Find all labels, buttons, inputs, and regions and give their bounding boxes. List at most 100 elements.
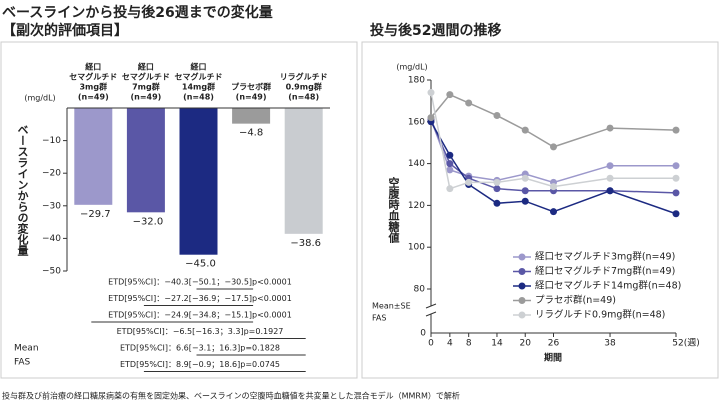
point: [521, 197, 529, 205]
footnote: 投与群及び前治療の経口糖尿病薬の有無を固定効果、ベースラインの空腹時血糖値を共変…: [2, 391, 460, 401]
x-tick-label: 38: [604, 339, 616, 349]
point: [427, 114, 435, 122]
series-line: [430, 119, 677, 194]
bar: [284, 108, 323, 234]
point: [521, 174, 529, 182]
value-label: −29.7: [80, 209, 111, 220]
point: [446, 166, 454, 174]
point: [606, 124, 614, 132]
legend-marker: [518, 311, 526, 319]
category-label: リラグルチド: [280, 72, 328, 82]
legend-label: プラセボ群(n=49): [535, 294, 616, 306]
legend-label: 経口セマグルチド3mg群(n=49): [535, 251, 675, 263]
x-tick-label: 0: [428, 339, 434, 349]
point: [606, 174, 614, 182]
point: [446, 151, 454, 159]
category-label: 経口: [85, 62, 101, 72]
category-label: (n=48): [288, 93, 319, 102]
y-tick-label: 80: [414, 285, 426, 295]
category-label: (n=49): [236, 93, 267, 102]
y-tick-label: −10: [42, 136, 61, 146]
point: [446, 185, 454, 193]
x-tick-label: 52(週): [672, 338, 699, 349]
y-tick-label: −30: [42, 201, 61, 211]
value-label: −45.0: [185, 259, 216, 270]
category-label: 7mg群: [132, 82, 160, 92]
x-tick-label: 20: [520, 339, 532, 349]
axis-break: [425, 303, 437, 317]
y-tick-label: 160: [408, 117, 425, 127]
point: [606, 187, 614, 195]
point: [427, 89, 435, 97]
note: Mean±SE: [372, 302, 411, 311]
point: [446, 91, 454, 99]
y-tick-label: 140: [408, 159, 425, 169]
note: Mean: [14, 344, 39, 354]
point: [550, 143, 557, 151]
y-tick-label: 180: [408, 76, 425, 86]
y-unit: (mg/dL): [396, 63, 427, 72]
annotation: ETD[95%CI]：−27.2[−36.9；−17.5]p<0.0001: [108, 294, 292, 303]
legend-label: 経口セマグルチド14mg群(n=48): [535, 280, 681, 292]
value-label: −38.6: [290, 238, 321, 249]
y-tick-label: 100: [408, 243, 425, 253]
category-label: セマグルチド: [69, 72, 117, 82]
y-tick-label: −40: [42, 234, 61, 244]
y-break-label: 0: [420, 329, 426, 339]
right-title: 投与後52週間の推移: [370, 22, 501, 39]
legend-label: リラグルチド0.9mg群(n=48): [535, 309, 665, 321]
value-label: −32.0: [133, 216, 164, 227]
y-label: ベースラインからの変化量: [16, 124, 29, 256]
annotation: ETD[95%CI]：−40.3[−50.1；−30.5]p<0.0001: [108, 278, 292, 287]
point: [465, 178, 473, 186]
category-label: (n=49): [78, 93, 109, 102]
left-subtitle: 【副次的評価項目】: [2, 22, 128, 39]
bar: [74, 108, 113, 205]
point: [493, 178, 501, 186]
category-label: (n=48): [183, 93, 214, 102]
category-label: (n=49): [130, 93, 161, 102]
note: FAS: [372, 314, 386, 323]
x-tick-label: 8: [466, 339, 472, 349]
bar: [232, 108, 271, 124]
point: [550, 208, 557, 216]
point: [672, 162, 680, 170]
point: [606, 162, 614, 170]
point: [493, 199, 501, 207]
category-label: 14mg群: [182, 82, 215, 92]
annotation: ETD[95%CI]：−6.5[−16.3；3.3]p=0.1927: [117, 327, 284, 336]
y-tick-label: −50: [42, 267, 61, 277]
legend-marker: [518, 253, 526, 261]
left-title: ベースラインから投与後26週までの変化量: [2, 4, 273, 21]
category-label: セマグルチド: [175, 72, 223, 82]
y-tick-label: 120: [408, 201, 425, 211]
annotation: ETD[95%CI]：8.9[−0.9；18.6]p=0.0745: [120, 360, 280, 369]
point: [493, 185, 501, 193]
point: [465, 99, 473, 107]
y-tick-label: −20: [42, 169, 61, 179]
point: [550, 183, 557, 191]
legend-marker: [518, 297, 526, 304]
point: [672, 126, 680, 134]
point: [521, 126, 529, 134]
category-label: プラセボ群: [231, 82, 271, 92]
series-line: [430, 121, 677, 215]
category-label: 経口: [138, 62, 154, 72]
category-label: 経口: [191, 62, 207, 72]
point: [672, 210, 680, 218]
point: [672, 189, 680, 197]
x-tick-label: 26: [548, 339, 560, 349]
point: [672, 174, 680, 182]
y-label: 空腹時血糖値: [387, 176, 401, 244]
legend-label: 経口セマグルチド7mg群(n=49): [535, 265, 675, 277]
category-label: 3mg群: [79, 82, 107, 92]
point: [521, 187, 529, 195]
x-label: 期間: [544, 352, 562, 364]
legend-marker: [518, 268, 526, 275]
category-label: セマグルチド: [122, 72, 170, 82]
bar: [179, 108, 218, 255]
x-tick-label: 14: [491, 339, 503, 349]
y-unit: (mg/dL): [24, 94, 55, 103]
annotation: ETD[95%CI]：−24.9[−34.8；−15.1]p<0.0001: [108, 311, 292, 320]
